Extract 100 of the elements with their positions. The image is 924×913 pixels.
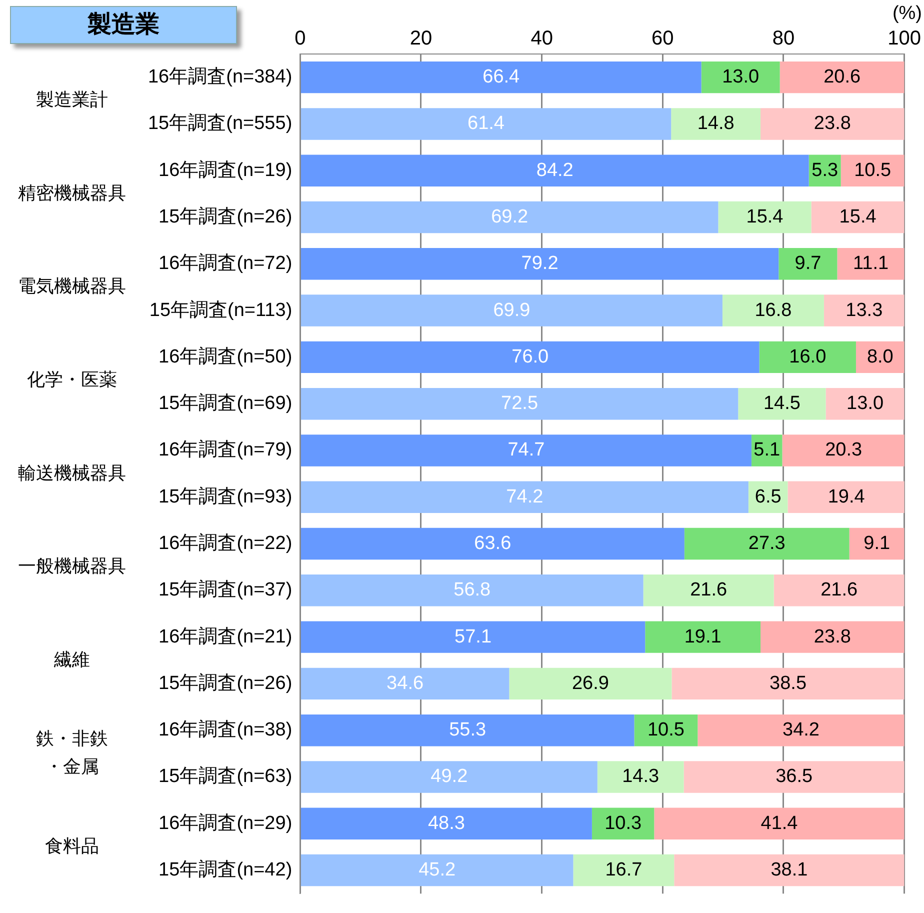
data-label: 36.5 (776, 766, 813, 788)
text: 繊維 (53, 649, 90, 670)
data-label: 45.2 (418, 860, 456, 881)
y-tick-label: 16年調査(n=21) (158, 626, 292, 648)
data-label: 16.7 (605, 860, 642, 881)
bar (684, 528, 850, 560)
bar (300, 761, 598, 793)
data-label: 6.5 (754, 486, 782, 508)
data-label: 49.2 (430, 766, 468, 788)
bar (811, 201, 904, 234)
text: 精密機械器具 (18, 182, 126, 203)
bar (788, 481, 904, 513)
y-tick-label: 15年調査(n=93) (158, 486, 292, 508)
data-label: 57.1 (454, 626, 492, 648)
bar (643, 574, 774, 606)
data-label: 13.0 (846, 393, 884, 414)
bar (300, 481, 748, 513)
bar (826, 388, 904, 420)
y-tick-label: 15年調査(n=26) (158, 206, 292, 228)
data-label: 38.1 (770, 860, 808, 881)
data-label: 23.8 (814, 626, 851, 648)
bar (849, 528, 904, 560)
data-label: 16.0 (789, 346, 826, 368)
data-label: 27.3 (748, 533, 786, 554)
data-label: 38.5 (770, 672, 807, 694)
bar (760, 621, 904, 653)
bar (774, 574, 904, 606)
bar (300, 248, 779, 280)
bar (698, 714, 904, 746)
data-label: 10.3 (604, 812, 642, 834)
y-tick-label: 15年調査(n=37) (158, 580, 292, 601)
x-tick-label: 80 (772, 28, 795, 50)
text: 食料品 (45, 836, 99, 856)
data-label: 19.1 (684, 626, 722, 648)
x-tick-label: 0 (294, 28, 306, 50)
y-tick-label: 16年調査(n=38) (158, 720, 292, 741)
data-label: 9.7 (794, 253, 822, 274)
x-axis-title: (%) (892, 3, 922, 24)
bar (300, 668, 510, 700)
data-label: 14.8 (697, 113, 734, 134)
data-label: 14.3 (622, 766, 660, 788)
bar (778, 248, 838, 280)
y-tick-label: 16年調査(n=384) (148, 66, 292, 88)
data-label: 74.2 (506, 486, 544, 508)
data-label: 5.3 (812, 160, 838, 181)
bar (573, 854, 674, 886)
data-label: 9.1 (864, 533, 890, 554)
data-label: 72.5 (501, 393, 538, 414)
bar (654, 808, 904, 840)
bar (300, 714, 634, 746)
bar (701, 61, 780, 94)
data-label: 8.0 (866, 346, 894, 368)
y-tick-label: 16年調査(n=79) (158, 440, 292, 461)
bar (300, 341, 760, 374)
data-label: 15.4 (746, 206, 784, 228)
bar (300, 574, 644, 606)
bar (300, 434, 752, 466)
data-label: 48.3 (428, 812, 465, 834)
bar (672, 668, 904, 700)
bar (674, 854, 904, 886)
bar (837, 248, 904, 280)
y-tick-label: 16年調査(n=22) (158, 533, 292, 554)
data-label: 21.6 (820, 580, 858, 601)
y-tick-label: 15年調査(n=69) (158, 393, 292, 414)
bar (718, 201, 812, 234)
bar (509, 668, 672, 700)
bar (300, 61, 702, 94)
y-tick-label: 16年調査(n=72) (158, 253, 292, 274)
y-tick-label: 15年調査(n=26) (158, 672, 292, 694)
data-label: 79.2 (521, 253, 558, 274)
bar (782, 434, 904, 466)
y-tick-label: 15年調査(n=555) (148, 113, 292, 134)
y-tick-label: 15年調査(n=113) (149, 300, 292, 321)
data-label: 63.6 (474, 533, 512, 554)
bar (671, 108, 761, 140)
data-label: 74.7 (508, 440, 545, 461)
bar (300, 294, 722, 326)
y-tick-label: 15年調査(n=42) (158, 860, 292, 881)
y-tick-label: 16年調査(n=29) (158, 812, 292, 834)
y-tick-label: 16年調査(n=19) (158, 160, 292, 181)
bar (300, 388, 738, 420)
bar (645, 621, 761, 653)
text: 一般機械器具 (18, 556, 126, 576)
bar (597, 761, 684, 793)
data-label: 69.2 (491, 206, 528, 228)
bar (300, 108, 672, 140)
bar (300, 528, 684, 560)
text: 電気機械器具 (18, 276, 126, 296)
data-label: 10.5 (647, 720, 684, 741)
data-label: 20.3 (825, 440, 862, 461)
data-label: 15.4 (839, 206, 877, 228)
data-label: 13.0 (722, 66, 760, 88)
bar (300, 854, 574, 886)
data-label: 20.6 (824, 66, 861, 88)
y-tick-label: 15年調査(n=63) (158, 766, 292, 788)
data-label: 13.3 (846, 300, 883, 321)
x-tick-label: 20 (410, 28, 432, 50)
data-label: 34.2 (782, 720, 820, 741)
bar (780, 61, 904, 94)
data-label: 61.4 (468, 113, 505, 134)
